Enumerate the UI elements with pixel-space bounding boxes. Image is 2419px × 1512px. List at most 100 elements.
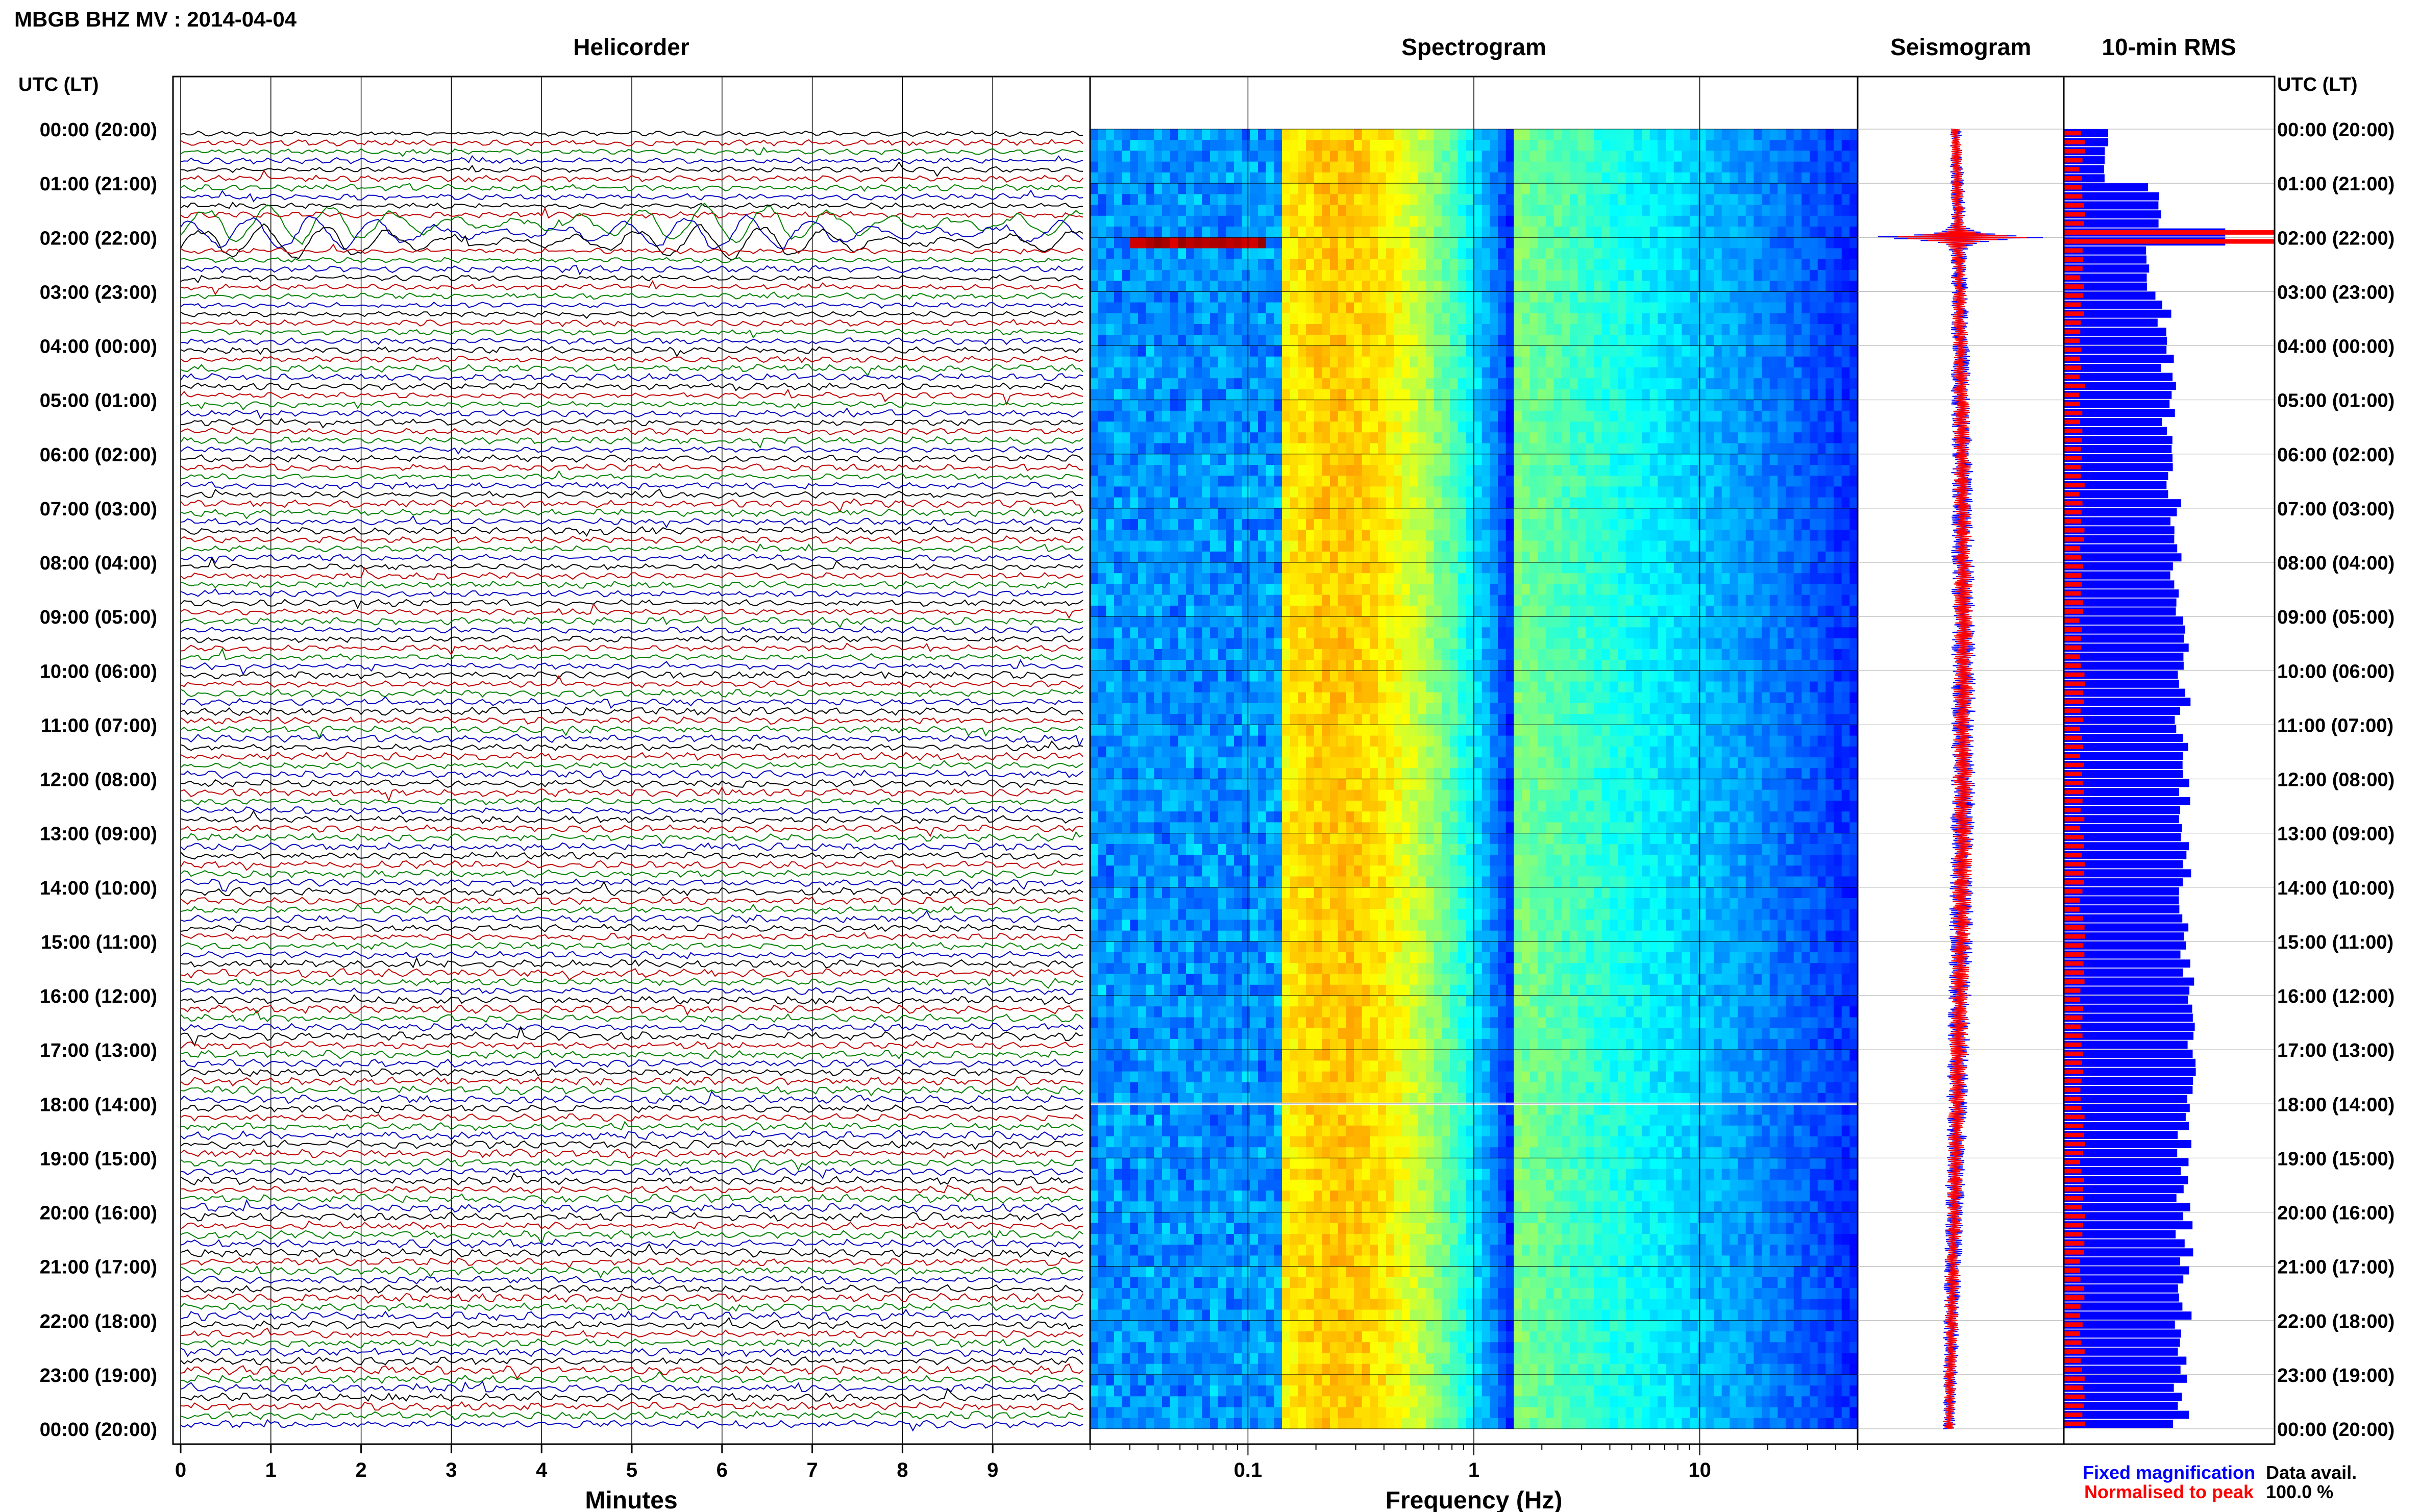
spectrogram-cell: [1834, 519, 1842, 531]
spectrogram-cell: [1346, 345, 1354, 357]
spectrogram-cell: [1522, 530, 1531, 541]
spectrogram-cell: [1786, 378, 1794, 390]
spectrogram-cell: [1601, 454, 1611, 465]
spectrogram-cell: [1745, 161, 1755, 173]
spectrogram-cell: [1362, 378, 1371, 390]
spectrogram-cell: [1714, 313, 1722, 325]
spectrogram-cell: [1682, 497, 1690, 509]
spectrogram-cell: [1266, 486, 1275, 498]
spectrogram-cell: [1649, 151, 1659, 162]
spectrogram-cell: [1258, 660, 1267, 671]
spectrogram-cell: [1810, 205, 1818, 216]
spectrogram-cell: [1682, 324, 1690, 335]
spectrogram-cell: [1338, 205, 1347, 216]
spectrogram-cell: [1450, 616, 1459, 628]
spectrogram-cell: [1778, 140, 1786, 152]
spectrogram-cell: [1418, 638, 1426, 650]
spectrogram-cell: [1649, 486, 1659, 498]
spectrogram-cell: [1625, 638, 1635, 650]
spectrogram-cell: [1442, 454, 1450, 465]
spectrogram-cell: [1817, 627, 1826, 639]
spectrogram-cell: [1266, 367, 1275, 379]
spectrogram-cell: [1658, 584, 1666, 596]
spectrogram-cell: [1474, 551, 1483, 563]
spectrogram-cell: [1673, 410, 1683, 422]
spectrogram-cell: [1538, 248, 1546, 260]
spectrogram-cell: [1706, 172, 1714, 184]
spectrogram-cell: [1378, 422, 1387, 433]
spectrogram-cell: [1362, 356, 1371, 368]
spectrogram-cell: [1762, 335, 1770, 346]
helicorder-trace: [180, 1121, 1083, 1131]
spectrogram-cell: [1841, 508, 1850, 519]
spectrogram-cell: [1314, 129, 1323, 140]
spectrogram-cell: [1154, 172, 1163, 184]
spectrogram-cell: [1386, 454, 1395, 465]
spectrogram-cell: [1266, 410, 1275, 422]
spectrogram-cell: [1801, 422, 1810, 433]
spectrogram-cell: [1322, 389, 1330, 401]
spectrogram-cell: [1625, 227, 1635, 238]
spectrogram-cell: [1738, 172, 1746, 184]
spectrogram-cell: [1841, 486, 1850, 498]
spectrogram-cell: [1673, 183, 1683, 195]
spectrogram-cell: [1834, 573, 1842, 585]
spectrogram-cell: [1290, 649, 1299, 660]
spectrogram-cell: [1202, 281, 1211, 292]
spectrogram-cell: [1266, 649, 1275, 660]
spectrogram-cell: [1801, 313, 1810, 325]
spectrogram-cell: [1338, 324, 1347, 335]
spectrogram-cell: [1570, 627, 1578, 639]
spectrogram-cell: [1690, 605, 1698, 617]
spectrogram-cell: [1577, 335, 1587, 346]
spectrogram-cell: [1226, 302, 1235, 314]
spectrogram-cell: [1178, 508, 1187, 519]
spectrogram-cell: [1786, 248, 1794, 260]
spectrogram-cell: [1538, 519, 1546, 531]
spectrogram-cell: [1706, 215, 1714, 227]
spectrogram-cell: [1458, 151, 1467, 162]
spectrogram-cell: [1322, 205, 1330, 216]
spectrogram-cell: [1682, 486, 1690, 498]
spectrogram-cell: [1738, 486, 1746, 498]
spectrogram-cell: [1410, 573, 1419, 585]
spectrogram-cell: [1490, 302, 1498, 314]
spectrogram-cell: [1346, 324, 1354, 335]
spectrogram-cell: [1697, 649, 1707, 660]
spectrogram-cell: [1841, 649, 1850, 660]
helicorder-trace: [180, 931, 1083, 941]
spectrogram-cell: [1106, 616, 1115, 628]
spectrogram-cell: [1786, 616, 1794, 628]
spectrogram-cell: [1378, 259, 1387, 270]
spectrogram-cell: [1522, 519, 1531, 531]
spectrogram-cell: [1314, 432, 1323, 444]
spectrogram-cell: [1458, 649, 1467, 660]
spectrogram-cell: [1586, 562, 1594, 574]
spectrogram-cell: [1154, 324, 1163, 335]
spectrogram-cell: [1322, 530, 1330, 541]
spectrogram-cell: [1610, 378, 1618, 390]
spectrogram-cell: [1162, 486, 1171, 498]
spectrogram-cell: [1730, 356, 1738, 368]
spectrogram-cell: [1098, 649, 1107, 660]
spectrogram-cell: [1226, 313, 1235, 325]
spectrogram-cell: [1721, 410, 1731, 422]
spectrogram-cell: [1146, 248, 1155, 260]
spectrogram-cell: [1450, 422, 1459, 433]
spectrogram-cell: [1625, 215, 1635, 227]
spectrogram-cell: [1434, 205, 1443, 216]
helicorder-trace: [180, 1076, 1083, 1087]
spectrogram-cell: [1577, 161, 1587, 173]
helicorder-trace: [180, 1410, 1083, 1420]
spectrogram-cell: [1649, 540, 1659, 552]
spectrogram-cell: [1306, 335, 1315, 346]
spectrogram-cell: [1642, 269, 1650, 281]
spectrogram-cell: [1098, 215, 1107, 227]
spectrogram-cell: [1817, 378, 1826, 390]
spectrogram-cell: [1769, 129, 1779, 140]
spectrogram-cell: [1562, 356, 1570, 368]
spectrogram-cell: [1466, 194, 1474, 206]
spectrogram-cell: [1218, 410, 1227, 422]
spectrogram-cell: [1586, 172, 1594, 184]
spectrogram-cell: [1114, 562, 1123, 574]
